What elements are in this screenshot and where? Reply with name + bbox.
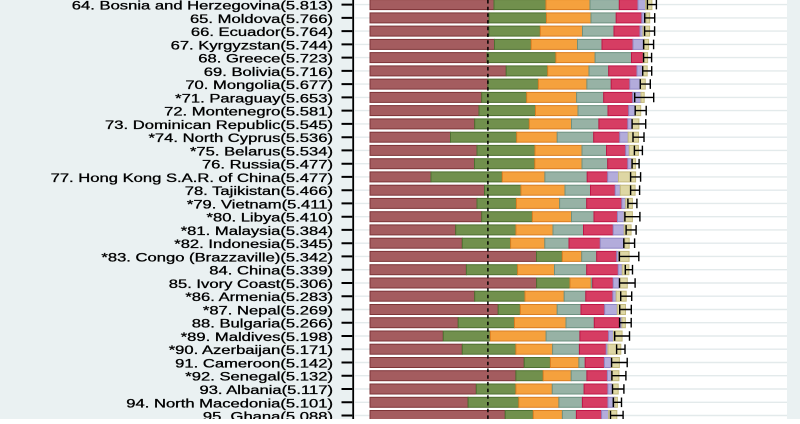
svg-text:*92. Senegal(5.132): *92. Senegal(5.132) <box>185 371 333 384</box>
svg-text:68. Greece(5.723): 68. Greece(5.723) <box>198 52 333 65</box>
svg-text:67. Kyrgyzstan(5.744): 67. Kyrgyzstan(5.744) <box>171 39 333 52</box>
svg-text:94. North Macedonia(5.101): 94. North Macedonia(5.101) <box>126 397 333 410</box>
svg-text:*83. Congo (Brazzaville)(5.342: *83. Congo (Brazzaville)(5.342) <box>101 251 333 264</box>
svg-text:*87. Nepal(5.269): *87. Nepal(5.269) <box>203 304 333 317</box>
svg-text:77. Hong Kong S.A.R. of China(: 77. Hong Kong S.A.R. of China(5.477) <box>51 172 333 185</box>
svg-text:69. Bolivia(5.716): 69. Bolivia(5.716) <box>204 66 333 79</box>
svg-text:93. Albania(5.117): 93. Albania(5.117) <box>199 384 333 397</box>
svg-text:*74. North Cyprus(5.536): *74. North Cyprus(5.536) <box>148 132 333 145</box>
svg-text:78. Tajikistan(5.466): 78. Tajikistan(5.466) <box>185 185 333 198</box>
svg-text:*82. Indonesia(5.345): *82. Indonesia(5.345) <box>174 238 333 251</box>
svg-text:84. China(5.339): 84. China(5.339) <box>209 265 333 278</box>
svg-text:95. Ghana(5.088): 95. Ghana(5.088) <box>203 410 333 419</box>
svg-text:*79. Vietnam(5.411): *79. Vietnam(5.411) <box>187 198 333 211</box>
svg-text:85. Ivory Coast(5.306): 85. Ivory Coast(5.306) <box>169 278 333 291</box>
svg-text:65. Moldova(5.766): 65. Moldova(5.766) <box>190 13 333 26</box>
svg-text:*86. Armenia(5.283): *86. Armenia(5.283) <box>185 291 333 304</box>
svg-text:91. Cameroon(5.142): 91. Cameroon(5.142) <box>175 357 333 370</box>
svg-text:76. Russia(5.477): 76. Russia(5.477) <box>202 159 333 172</box>
svg-text:*75. Belarus(5.534): *75. Belarus(5.534) <box>190 145 333 158</box>
svg-text:*80. Libya(5.410): *80. Libya(5.410) <box>207 212 333 225</box>
svg-text:*71. Paraguay(5.653): *71. Paraguay(5.653) <box>175 92 333 105</box>
svg-text:*89. Maldives(5.198): *89. Maldives(5.198) <box>181 331 333 344</box>
svg-text:70. Mongolia(5.677): 70. Mongolia(5.677) <box>185 79 333 92</box>
svg-text:88. Bulgaria(5.266): 88. Bulgaria(5.266) <box>192 318 333 331</box>
svg-text:72. Montenegro(5.581): 72. Montenegro(5.581) <box>164 105 333 118</box>
svg-text:64. Bosnia and Herzegovina(5.8: 64. Bosnia and Herzegovina(5.813) <box>72 0 333 13</box>
svg-text:*90. Azerbaijan(5.171): *90. Azerbaijan(5.171) <box>169 344 333 357</box>
svg-text:73. Dominican Republic(5.545): 73. Dominican Republic(5.545) <box>105 119 333 132</box>
svg-text:*81. Malaysia(5.384): *81. Malaysia(5.384) <box>181 225 333 238</box>
svg-text:66. Ecuador(5.764): 66. Ecuador(5.764) <box>191 26 333 39</box>
